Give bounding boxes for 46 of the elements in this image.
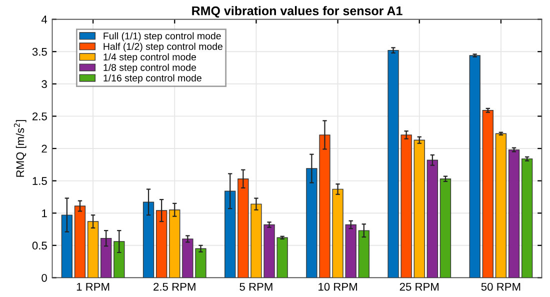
y-tick-label: 3 bbox=[42, 80, 47, 88]
legend-label: 1/8 step control mode bbox=[104, 64, 196, 73]
x-tick-label: 25 RPM bbox=[400, 282, 439, 291]
x-tick-label: 1 RPM bbox=[76, 282, 110, 291]
bar bbox=[156, 210, 168, 278]
bar bbox=[400, 134, 412, 278]
x-tick-label: 10 RPM bbox=[318, 282, 357, 291]
bar bbox=[100, 238, 112, 278]
bar bbox=[388, 50, 399, 278]
bar bbox=[482, 110, 494, 278]
y-tick-label: 3.5 bbox=[32, 48, 47, 56]
bar bbox=[182, 238, 194, 278]
bar bbox=[61, 214, 73, 278]
y-axis-title: RMQ [m/s$^{2}$] bbox=[14, 120, 26, 177]
bar bbox=[495, 133, 507, 278]
bar bbox=[74, 206, 86, 278]
bar bbox=[521, 158, 533, 278]
bar bbox=[469, 55, 480, 278]
legend-label: 1/4 step control mode bbox=[104, 53, 196, 62]
y-tick-label: 2 bbox=[42, 144, 47, 153]
y-tick-label: 0.5 bbox=[32, 242, 47, 250]
y-tick-label: 4 bbox=[41, 16, 48, 24]
y-tick-label: 1 bbox=[42, 209, 47, 218]
bar bbox=[426, 160, 438, 278]
bar bbox=[87, 221, 99, 278]
chart-title: RMQ vibration values for sensor A1 bbox=[192, 6, 402, 18]
bar bbox=[238, 178, 249, 278]
bar bbox=[142, 202, 154, 278]
bar bbox=[114, 241, 125, 278]
y-tick-label: 2.5 bbox=[32, 112, 47, 120]
bar bbox=[345, 224, 356, 278]
bar bbox=[224, 190, 236, 278]
bar bbox=[414, 140, 425, 278]
y-tick-label: 0 bbox=[42, 274, 47, 282]
y-tick-label: 1.5 bbox=[32, 177, 47, 185]
bar bbox=[169, 210, 180, 278]
legend-label: 1/16 step control mode bbox=[104, 74, 202, 84]
x-tick-label: 50 RPM bbox=[481, 282, 520, 291]
legend-label: Full (1/1) step control mode bbox=[104, 32, 221, 42]
x-tick-label: 5 RPM bbox=[240, 282, 272, 291]
bar bbox=[195, 248, 206, 278]
x-tick-label: 2.5 RPM bbox=[154, 282, 196, 291]
legend-label: Half (1/2) step control mode bbox=[104, 42, 222, 52]
bar bbox=[508, 149, 520, 278]
bar bbox=[440, 178, 452, 278]
bar bbox=[358, 230, 370, 278]
